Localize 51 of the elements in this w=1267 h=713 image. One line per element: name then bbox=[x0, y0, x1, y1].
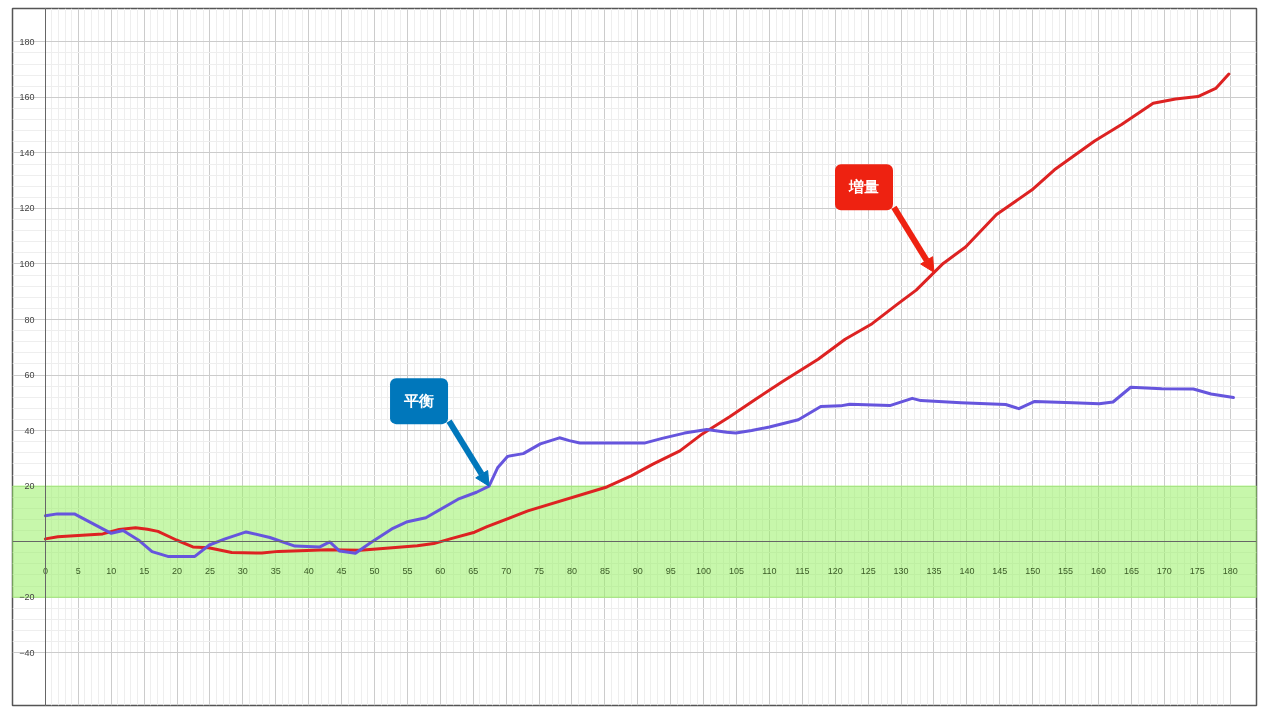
y-tick-label: 80 bbox=[24, 314, 35, 325]
x-tick-label: 180 bbox=[1222, 565, 1238, 576]
x-tick-label: 95 bbox=[665, 565, 676, 576]
x-tick-label: 130 bbox=[893, 565, 909, 576]
x-tick-label: 80 bbox=[566, 565, 577, 576]
x-tick-label: 170 bbox=[1156, 565, 1172, 576]
y-tick-label: 20 bbox=[24, 481, 35, 492]
x-tick-label: 165 bbox=[1123, 565, 1139, 576]
annotation: 増量 bbox=[847, 178, 879, 197]
x-tick-label: 175 bbox=[1189, 565, 1205, 576]
x-tick-label: 60 bbox=[435, 565, 446, 576]
x-tick-label: 115 bbox=[795, 565, 810, 576]
y-tick-label: 40 bbox=[24, 425, 35, 436]
x-tick-label: 15 bbox=[139, 565, 150, 576]
x-tick-label: 65 bbox=[468, 565, 479, 576]
y-tick-label: 60 bbox=[24, 370, 35, 381]
x-tick-label: 45 bbox=[336, 565, 347, 576]
annotation: 平衡 bbox=[403, 392, 435, 411]
x-tick-label: 120 bbox=[827, 565, 843, 576]
x-tick-label: 40 bbox=[303, 565, 314, 576]
x-tick-label: 85 bbox=[599, 565, 610, 576]
x-tick-label: 145 bbox=[992, 565, 1008, 576]
x-tick-label: 150 bbox=[1025, 565, 1041, 576]
x-tick-label: 100 bbox=[696, 565, 712, 576]
x-tick-label: 30 bbox=[237, 565, 248, 576]
x-tick-label: 155 bbox=[1058, 565, 1074, 576]
x-tick-label: 10 bbox=[106, 565, 117, 576]
y-tick-label: 100 bbox=[19, 258, 35, 269]
y-tick-label: −20 bbox=[19, 592, 35, 603]
x-tick-label: 75 bbox=[534, 565, 545, 576]
x-tick-label: 125 bbox=[860, 565, 876, 576]
line-series bbox=[43, 72, 1231, 555]
x-tick-label: 105 bbox=[729, 565, 745, 576]
x-tick-label: 55 bbox=[402, 565, 413, 576]
y-tick-label: 180 bbox=[19, 36, 35, 47]
y-tick-label: 140 bbox=[19, 147, 35, 158]
x-tick-label: 70 bbox=[501, 565, 512, 576]
x-tick-label: 160 bbox=[1091, 565, 1107, 576]
y-tick-label: 160 bbox=[19, 92, 35, 103]
x-tick-label: 5 bbox=[75, 565, 81, 576]
x-tick-label: 50 bbox=[369, 565, 380, 576]
x-tick-label: 25 bbox=[204, 565, 215, 576]
x-tick-label: 35 bbox=[270, 565, 281, 576]
y-tick-label: 120 bbox=[19, 203, 35, 214]
x-tick-label: 110 bbox=[762, 565, 777, 576]
x-tick-label: 135 bbox=[926, 565, 942, 576]
x-tick-label: 140 bbox=[959, 565, 975, 576]
x-tick-label: 90 bbox=[632, 565, 643, 576]
x-tick-label: 20 bbox=[172, 565, 183, 576]
line-series bbox=[43, 385, 1235, 558]
y-tick-label: −40 bbox=[19, 647, 35, 658]
